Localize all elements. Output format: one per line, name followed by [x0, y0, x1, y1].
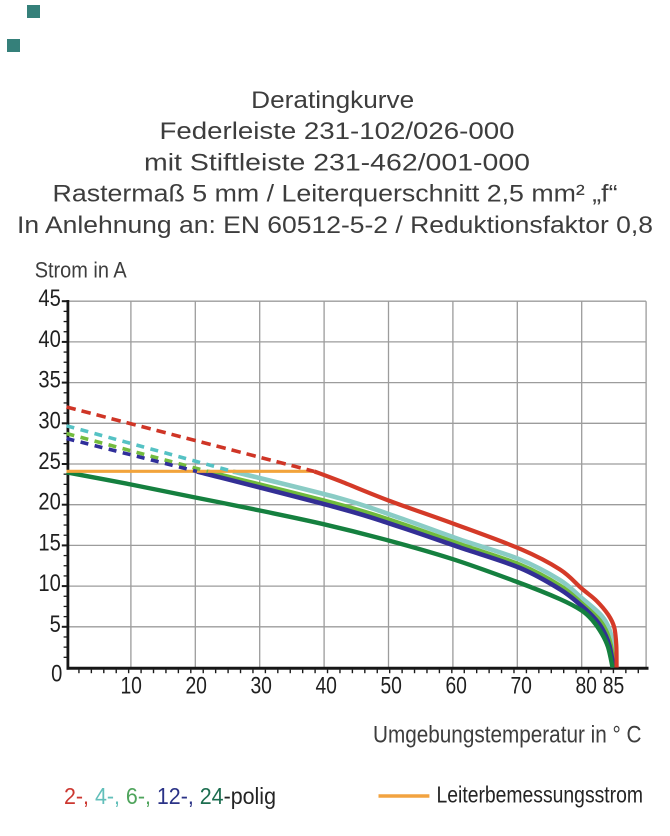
svg-text:40: 40: [315, 672, 337, 699]
svg-text:2-, 4-, 6-, 12-, 24-polig: 2-, 4-, 6-, 12-, 24-polig: [64, 783, 276, 809]
svg-text:70: 70: [510, 672, 532, 699]
svg-text:Rastermaß 5 mm / Leiterquersch: Rastermaß 5 mm / Leiterquerschnitt 2,5 m…: [53, 181, 618, 208]
svg-text:30: 30: [38, 407, 60, 434]
svg-text:15: 15: [38, 529, 60, 556]
svg-text:80: 80: [575, 672, 597, 699]
svg-text:Strom in A: Strom in A: [35, 258, 127, 283]
svg-text:25: 25: [38, 448, 60, 475]
svg-text:0: 0: [51, 661, 62, 688]
svg-text:Deratingkurve: Deratingkurve: [251, 87, 414, 114]
svg-text:In Anlehnung an: EN 60512-5-2: In Anlehnung an: EN 60512-5-2 / Reduktio…: [17, 212, 653, 239]
svg-text:10: 10: [38, 570, 60, 597]
svg-text:60: 60: [445, 672, 467, 699]
svg-text:40: 40: [38, 326, 60, 353]
svg-text:20: 20: [38, 489, 60, 516]
svg-text:85: 85: [603, 672, 625, 699]
svg-text:Federleiste 231-102/026-000: Federleiste 231-102/026-000: [160, 118, 515, 145]
svg-text:mit Stiftleiste 231-462/001-00: mit Stiftleiste 231-462/001-000: [144, 149, 530, 176]
svg-text:20: 20: [185, 672, 207, 699]
svg-text:5: 5: [50, 611, 61, 638]
svg-text:Leiterbemessungsstrom: Leiterbemessungsstrom: [437, 782, 644, 808]
svg-text:45: 45: [38, 285, 60, 312]
svg-text:Umgebungstemperatur in ° C: Umgebungstemperatur in ° C: [373, 722, 642, 749]
svg-text:30: 30: [250, 672, 272, 699]
svg-text:50: 50: [380, 672, 402, 699]
svg-text:35: 35: [38, 367, 60, 394]
svg-text:10: 10: [120, 672, 142, 699]
